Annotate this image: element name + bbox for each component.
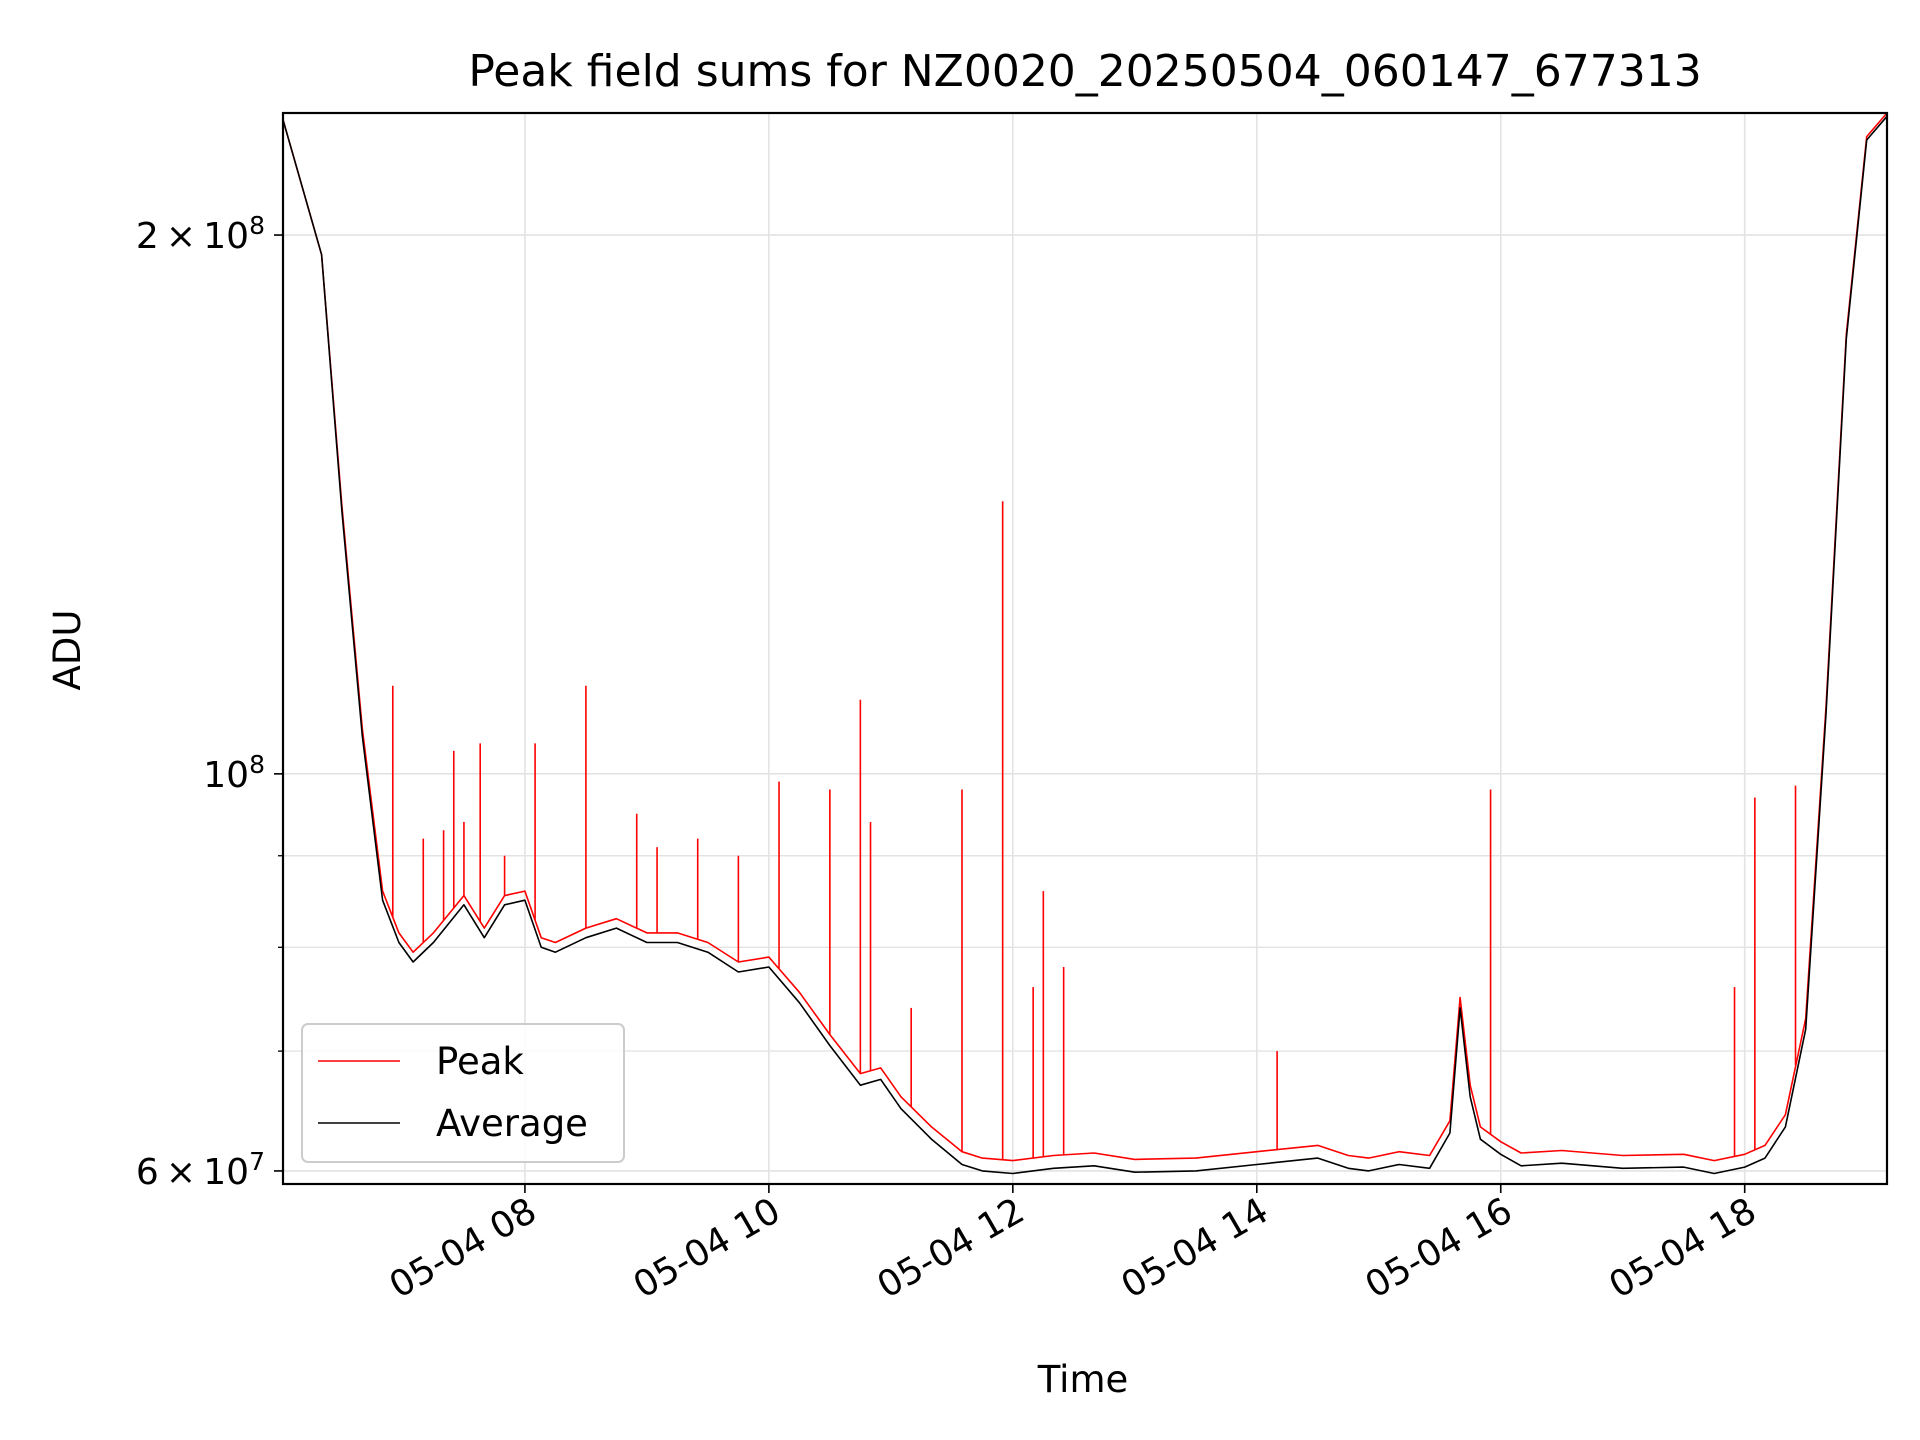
x-axis-label: Time [1037, 1358, 1129, 1401]
plot-frame [281, 111, 1889, 1186]
series-layer [282, 112, 1888, 1175]
legend-box [301, 1023, 625, 1163]
grid [283, 113, 1887, 1184]
series-line-peak [282, 112, 1888, 1162]
y-tick-label: 6 × 107 [136, 1147, 265, 1193]
legend: Peak Average [301, 1023, 625, 1163]
series-line-average [282, 115, 1888, 1175]
chart-title: Peak field sums for NZ0020_20250504_0601… [468, 46, 1701, 97]
y-tick-label: 2 × 108 [136, 211, 265, 257]
y-axis-label: ADU [46, 610, 89, 691]
legend-label-peak: Peak [436, 1040, 524, 1083]
legend-label-average: Average [436, 1102, 588, 1145]
